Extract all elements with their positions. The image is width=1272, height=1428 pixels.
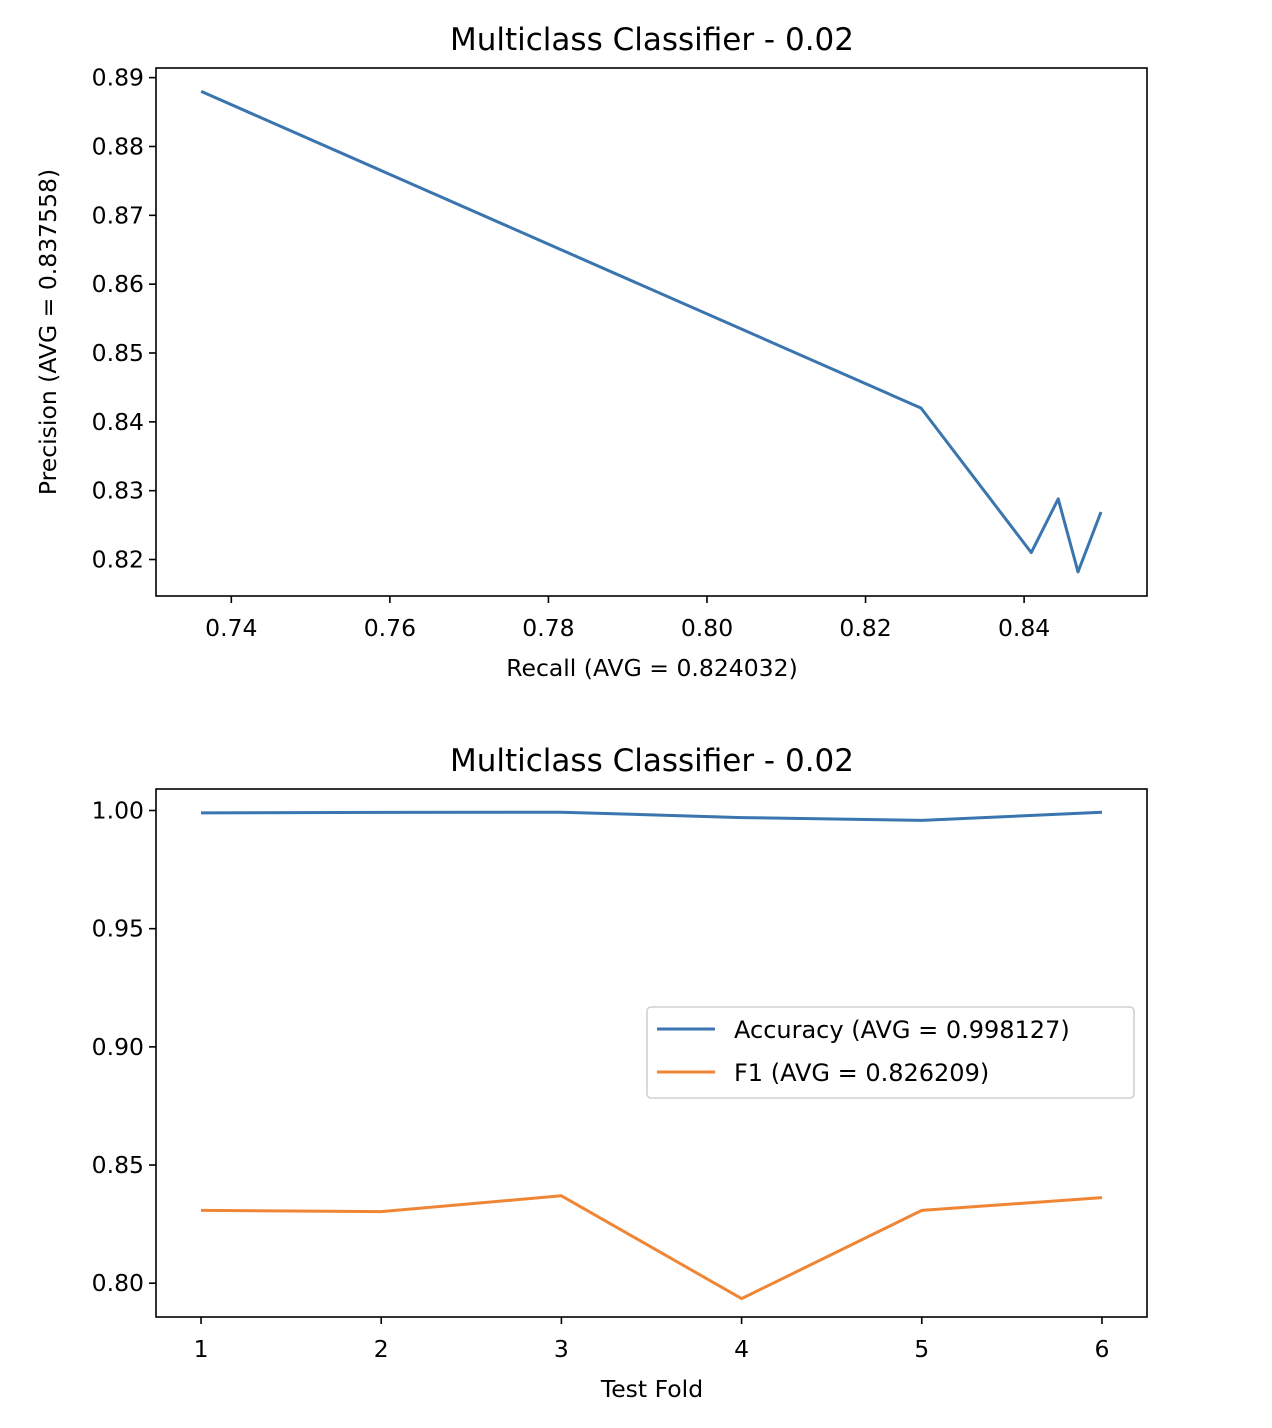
x-axis-ticks: 1 2 3 4 5 6 [194,1317,1109,1363]
x-tick-label: 1 [194,1335,209,1363]
y-tick-label: 0.95 [92,915,144,943]
fold-metrics-chart: Multiclass Classifier - 0.02 1 2 3 4 5 6 0.80… [92,743,1148,1403]
x-tick-label: 2 [374,1335,389,1363]
plot-frame [155,788,1148,1318]
plot-series [200,810,1103,1301]
chart-title: Multiclass Classifier - 0.02 [450,743,854,779]
y-axis-ticks: 0.82 0.83 0.84 0.85 0.86 0.87 0.88 0.89 [92,64,156,574]
x-axis-label: Test Fold [600,1375,703,1403]
plot-frame [155,67,1148,597]
precision-recall-chart: Multiclass Classifier - 0.02 0.74 0.76 0.7… [34,22,1148,682]
plot-series [200,90,1103,574]
y-tick-label: 0.88 [92,132,144,160]
y-tick-label: 0.84 [92,408,144,436]
y-tick-label: 0.90 [92,1033,144,1061]
x-tick-label: 4 [734,1335,749,1363]
y-tick-label: 0.86 [92,270,144,298]
y-tick-label: 0.85 [92,339,144,367]
y-tick-label: 0.83 [92,477,144,505]
x-tick-label: 0.80 [681,614,733,642]
x-axis-ticks: 0.74 0.76 0.78 0.80 0.82 0.84 [205,596,1050,642]
y-axis-label: Precision (AVG = 0.837558) [34,169,62,495]
x-tick-label: 3 [554,1335,569,1363]
x-tick-label: 5 [914,1335,929,1363]
y-tick-label: 0.80 [92,1269,144,1297]
series-line-accuracy [200,810,1103,822]
x-tick-label: 0.84 [998,614,1050,642]
y-tick-label: 0.82 [92,546,144,574]
x-tick-label: 0.82 [839,614,891,642]
legend-label-f1: F1 (AVG = 0.826209) [734,1059,989,1087]
x-axis-label: Recall (AVG = 0.824032) [506,654,798,682]
x-tick-label: 0.76 [364,614,416,642]
series-line-f1 [200,1194,1103,1301]
y-tick-label: 1.00 [92,797,144,825]
legend-label-accuracy: Accuracy (AVG = 0.998127) [734,1016,1070,1044]
x-tick-label: 0.74 [205,614,257,642]
legend-box [646,1006,1135,1099]
y-tick-label: 0.87 [92,201,144,229]
series-line [200,90,1103,574]
legend: Accuracy (AVG = 0.998127) F1 (AVG = 0.82… [646,1006,1135,1099]
chart-title: Multiclass Classifier - 0.02 [450,22,854,58]
y-tick-label: 0.85 [92,1151,144,1179]
y-tick-label: 0.89 [92,64,144,92]
y-axis-ticks: 0.80 0.85 0.90 0.95 1.00 [92,797,156,1297]
x-tick-label: 0.78 [522,614,574,642]
x-tick-label: 6 [1094,1335,1109,1363]
